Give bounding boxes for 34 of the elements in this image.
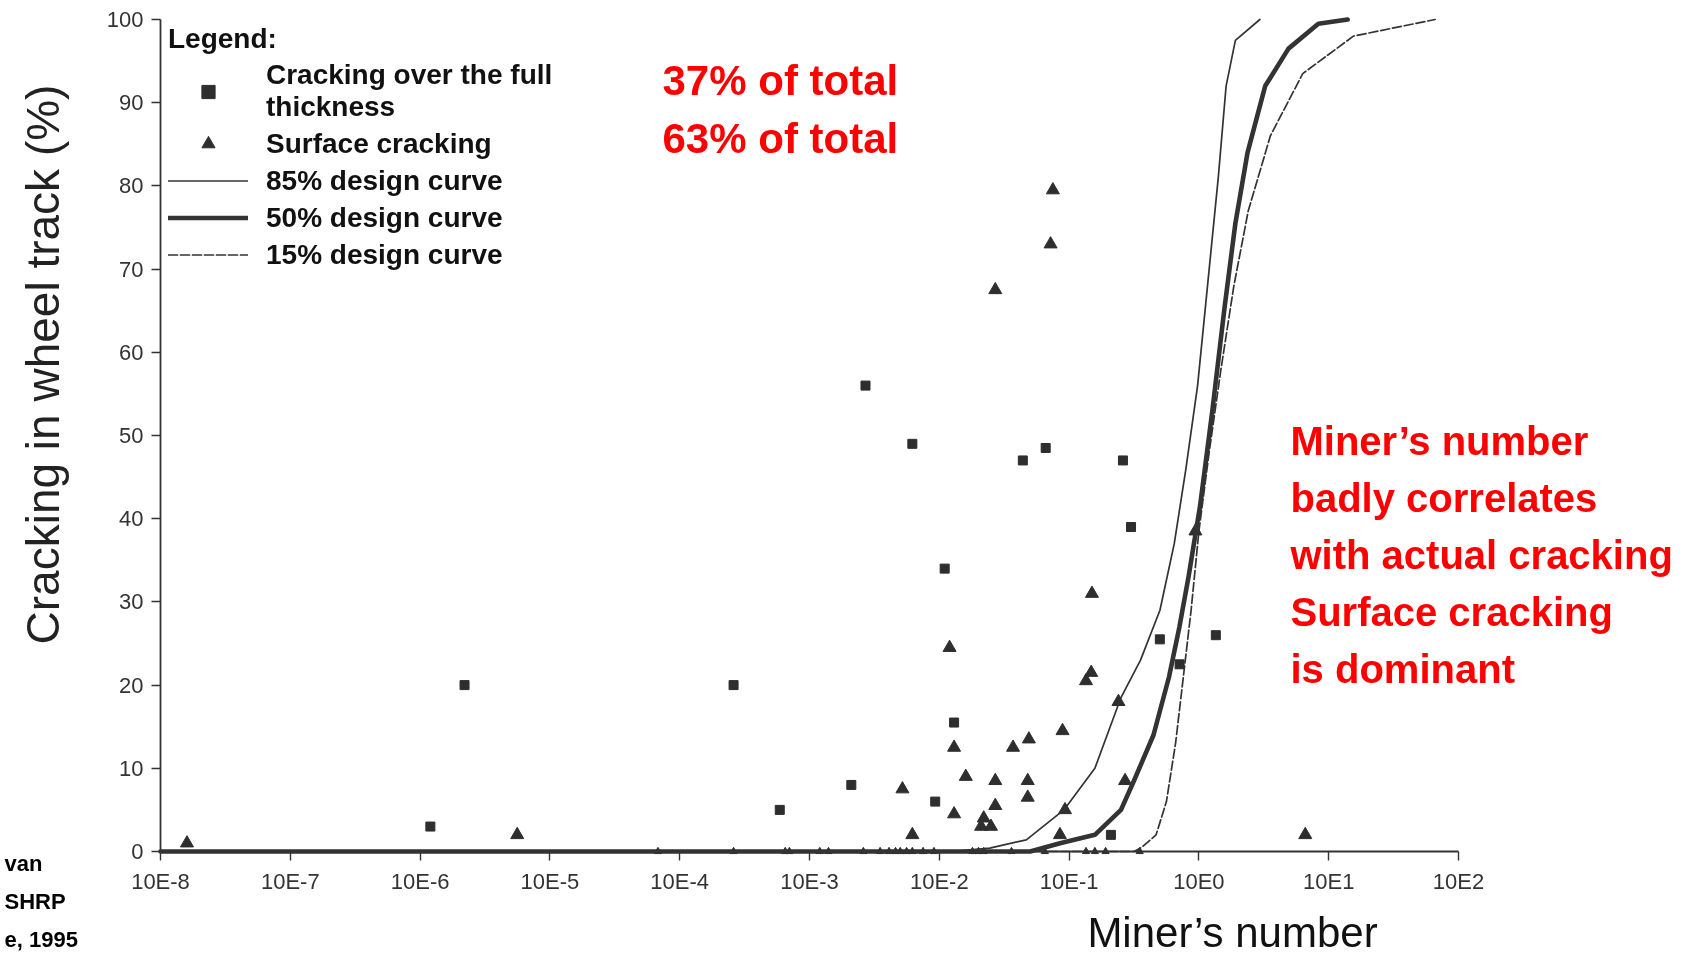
y-tick-label: 70 (119, 256, 144, 282)
x-axis-title: Miner’s number (1087, 908, 1378, 956)
y-tick-label: 30 (119, 589, 144, 615)
x-tick-label: 10E-8 (131, 868, 190, 894)
x-tick-label: 10E-6 (390, 868, 450, 894)
y-tick-label: 80 (119, 173, 144, 199)
legend-label: 50% design curve (266, 201, 503, 234)
x-tick-label: 10E-1 (1039, 868, 1099, 894)
y-tick-label: 60 (119, 339, 144, 365)
y-tick-label: 50 (119, 423, 144, 448)
x-tick-label: 10E1 (1303, 868, 1355, 894)
legend-title: Legend: (168, 23, 278, 55)
annotation: Miner’s number badly correlates with actual cracking Surface cracking is dominant (1289, 418, 1673, 691)
y-tick-label: 90 (119, 90, 144, 116)
annotation: 37% of total (662, 56, 899, 104)
x-tick-label: 10E2 (1432, 868, 1485, 894)
x-tick-label: 10E-5 (520, 868, 580, 894)
legend-label: Surface cracking (266, 127, 492, 160)
annotation: 63% of total (662, 114, 899, 162)
x-tick-label: 10E0 (1173, 868, 1225, 894)
text: van SHRP e, 1995 (4, 850, 78, 952)
x-tick-label: 10E-2 (909, 868, 969, 894)
y-tick-label: 0 (131, 839, 144, 864)
x-tick-label: 10E-7 (260, 868, 320, 894)
x-tick-label: 10E-3 (780, 868, 839, 894)
y-tick-label: 20 (119, 672, 144, 698)
x-tick-label: 10E-4 (650, 868, 710, 894)
legend-label: 85% design curve (266, 164, 503, 197)
y-tick-label: 100 (106, 7, 144, 32)
y-tick-label: 40 (119, 506, 144, 532)
legend-label: 15% design curve (266, 238, 503, 271)
y-tick-label: 10 (119, 755, 144, 781)
legend-label: Cracking over the full thickness (266, 59, 553, 123)
y-axis-title: Cracking in wheel track (%) (16, 84, 69, 645)
